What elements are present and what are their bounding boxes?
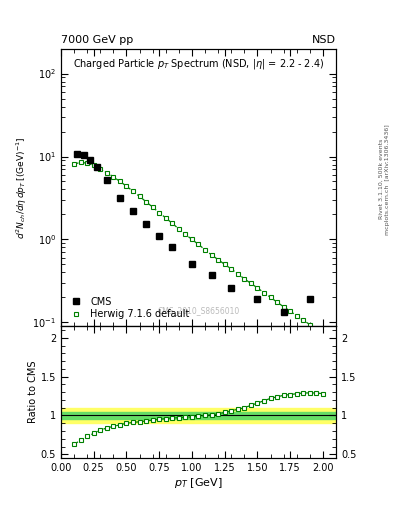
Herwig 7.1.6 default [203,247,208,253]
CMS [118,195,122,201]
CMS [157,233,162,239]
CMS [209,272,214,279]
Herwig 7.1.6 default [72,161,76,167]
Text: mcplots.cern.ch  [arXiv:1306.3436]: mcplots.cern.ch [arXiv:1306.3436] [385,124,389,234]
Herwig 7.1.6 default [85,160,90,166]
Herwig 7.1.6 default [255,285,260,291]
Line: Herwig 7.1.6 default: Herwig 7.1.6 default [72,160,325,336]
Herwig 7.1.6 default [307,322,312,328]
CMS [81,153,86,159]
Herwig 7.1.6 default [98,166,103,173]
CMS [75,151,80,157]
Herwig 7.1.6 default [91,162,96,168]
Herwig 7.1.6 default [229,266,233,272]
Herwig 7.1.6 default [157,209,162,216]
Herwig 7.1.6 default [78,159,83,165]
Herwig 7.1.6 default [118,178,122,184]
CMS [307,296,312,302]
Herwig 7.1.6 default [275,299,279,305]
Herwig 7.1.6 default [176,226,181,232]
Herwig 7.1.6 default [189,237,194,243]
CMS [144,221,149,227]
Text: 7000 GeV pp: 7000 GeV pp [61,35,133,45]
Herwig 7.1.6 default [314,326,319,332]
CMS [88,157,93,163]
Herwig 7.1.6 default [163,215,168,221]
Herwig 7.1.6 default [242,276,247,282]
CMS [281,308,286,314]
Herwig 7.1.6 default [137,194,142,200]
CMS [105,177,109,183]
Herwig 7.1.6 default [105,169,109,176]
CMS [130,208,135,214]
Herwig 7.1.6 default [288,308,292,314]
Herwig 7.1.6 default [248,280,253,286]
Herwig 7.1.6 default [144,199,149,205]
Herwig 7.1.6 default [281,304,286,310]
Line: CMS: CMS [74,151,313,315]
Bar [61,412,336,419]
Herwig 7.1.6 default [209,252,214,258]
Herwig 7.1.6 default [321,331,325,337]
Bar [61,408,336,423]
Herwig 7.1.6 default [130,188,135,195]
Herwig 7.1.6 default [235,271,240,277]
Text: NSD: NSD [312,35,336,45]
Y-axis label: Ratio to CMS: Ratio to CMS [28,361,38,423]
Herwig 7.1.6 default [268,294,273,301]
Legend: CMS, Herwig 7.1.6 default: CMS, Herwig 7.1.6 default [66,295,191,321]
CMS [170,244,174,250]
CMS [229,285,233,291]
Text: Rivet 3.1.10, 500k events: Rivet 3.1.10, 500k events [379,139,384,219]
Herwig 7.1.6 default [216,257,220,263]
Herwig 7.1.6 default [301,317,306,323]
Herwig 7.1.6 default [111,174,116,180]
Herwig 7.1.6 default [294,313,299,319]
Herwig 7.1.6 default [183,231,188,238]
Y-axis label: $d^2N_{ch}/d\eta\,dp_T\;[\mathrm{(GeV)^{-1}}]$: $d^2N_{ch}/d\eta\,dp_T\;[\mathrm{(GeV)^{… [15,136,29,239]
Herwig 7.1.6 default [150,204,155,210]
X-axis label: $p_T$ [GeV]: $p_T$ [GeV] [174,476,223,490]
Herwig 7.1.6 default [222,261,227,267]
Text: CMS_2010_S8656010: CMS_2010_S8656010 [157,306,240,315]
Herwig 7.1.6 default [196,241,201,247]
Herwig 7.1.6 default [262,290,266,296]
Herwig 7.1.6 default [170,220,174,226]
CMS [255,296,260,302]
Text: Charged Particle $p_T$ Spectrum (NSD, $|\eta|$ = 2.2 - 2.4): Charged Particle $p_T$ Spectrum (NSD, $|… [73,57,324,71]
CMS [95,164,99,170]
CMS [189,261,194,267]
Herwig 7.1.6 default [124,183,129,189]
